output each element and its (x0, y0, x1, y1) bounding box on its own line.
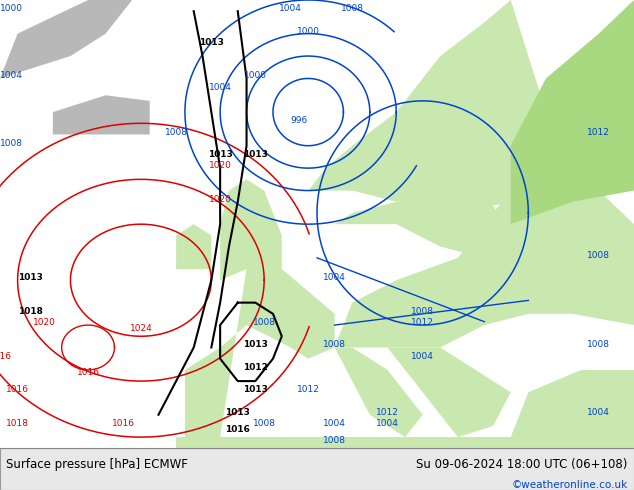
Text: 1016: 1016 (77, 368, 100, 377)
Polygon shape (0, 0, 132, 78)
Text: 1016: 1016 (225, 424, 250, 434)
Text: 1013: 1013 (208, 150, 233, 159)
Text: 1008: 1008 (0, 139, 23, 147)
Text: 1012: 1012 (297, 385, 320, 394)
Text: 1008: 1008 (165, 0, 188, 2)
Text: Surface pressure [hPa] ECMWF: Surface pressure [hPa] ECMWF (6, 458, 188, 471)
Text: 1008: 1008 (165, 127, 188, 137)
Text: 1004: 1004 (587, 408, 610, 416)
Polygon shape (335, 191, 511, 258)
Text: 1004: 1004 (376, 419, 399, 428)
Text: 1013: 1013 (199, 38, 224, 47)
Text: 1004: 1004 (323, 419, 346, 428)
Polygon shape (308, 0, 528, 202)
Text: 1013: 1013 (18, 273, 42, 282)
Text: 1008: 1008 (323, 436, 346, 445)
Text: 1012: 1012 (411, 318, 434, 327)
Text: 1016: 1016 (0, 352, 11, 361)
Text: 1020: 1020 (32, 318, 55, 327)
Text: 1012: 1012 (243, 363, 268, 372)
Polygon shape (511, 0, 634, 224)
Text: Su 09-06-2024 18:00 UTC (06+108): Su 09-06-2024 18:00 UTC (06+108) (417, 458, 628, 471)
Polygon shape (326, 347, 423, 437)
Text: 1000: 1000 (244, 72, 267, 80)
Polygon shape (335, 168, 634, 347)
Text: ©weatheronline.co.uk: ©weatheronline.co.uk (512, 480, 628, 490)
Text: 1018: 1018 (18, 307, 42, 316)
Text: 1004: 1004 (279, 4, 302, 13)
Text: 1013: 1013 (243, 150, 268, 159)
Text: 1008: 1008 (340, 4, 364, 13)
Text: 1013: 1013 (243, 385, 268, 394)
Polygon shape (396, 56, 546, 224)
Text: 1008: 1008 (587, 341, 611, 349)
Text: 1004: 1004 (0, 72, 23, 80)
Polygon shape (53, 95, 150, 134)
Text: 1000: 1000 (297, 26, 320, 36)
Text: 1013: 1013 (225, 408, 250, 416)
Text: 1008: 1008 (253, 318, 276, 327)
Polygon shape (176, 224, 211, 269)
Polygon shape (176, 437, 634, 448)
Text: 1008: 1008 (253, 419, 276, 428)
Text: 996: 996 (291, 116, 308, 125)
Text: 1016: 1016 (6, 385, 29, 394)
Text: 1004: 1004 (411, 352, 434, 361)
Text: 1008: 1008 (411, 307, 434, 316)
Text: 1013: 1013 (243, 341, 268, 349)
Text: 1000: 1000 (0, 4, 23, 13)
Text: 1020: 1020 (209, 195, 231, 204)
Text: 1004: 1004 (209, 83, 231, 92)
Text: 1024: 1024 (129, 324, 152, 333)
Polygon shape (387, 347, 511, 437)
Polygon shape (220, 179, 281, 280)
Text: 1016: 1016 (112, 419, 135, 428)
Text: 1020: 1020 (209, 161, 231, 170)
Text: 1008: 1008 (587, 251, 611, 260)
Text: 1012: 1012 (376, 408, 399, 416)
Polygon shape (511, 370, 634, 437)
Text: 1018: 1018 (6, 419, 29, 428)
Text: 1004: 1004 (323, 273, 346, 282)
Text: 1008: 1008 (323, 341, 346, 349)
Polygon shape (185, 269, 335, 437)
Text: 1012: 1012 (587, 127, 610, 137)
